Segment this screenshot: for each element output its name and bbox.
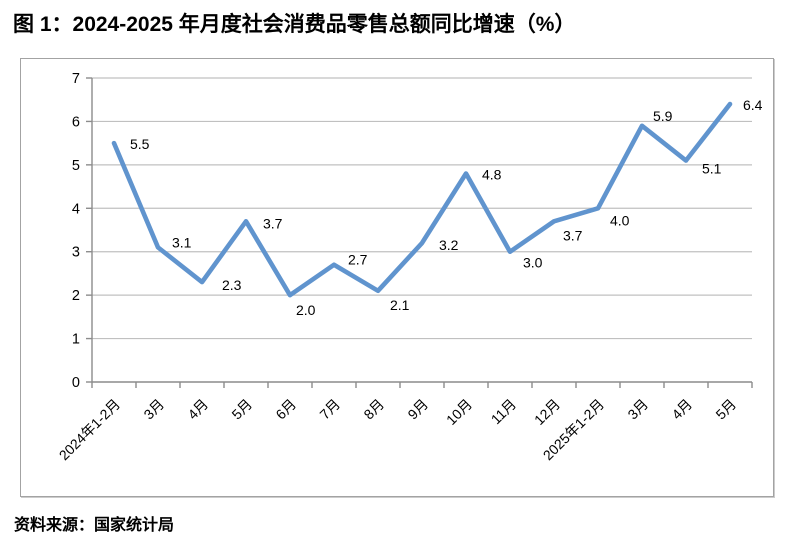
data-label: 2.3 (222, 277, 242, 293)
data-label: 5.5 (130, 136, 150, 152)
x-tick-label: 5月 (712, 396, 739, 423)
y-tick-label: 1 (72, 332, 80, 348)
data-label: 3.7 (563, 227, 583, 243)
x-tick-label: 3月 (140, 396, 167, 423)
data-label: 3.1 (172, 234, 192, 250)
data-label: 2.0 (296, 302, 316, 318)
data-label: 2.1 (390, 297, 410, 313)
x-tick-label: 6月 (272, 396, 299, 423)
chart-frame: 0 1 2 3 4 5 6 7 2024年1-2月 3月 4月 5月 6月 7月 8月 9月 10月 11月 12月… (20, 58, 774, 497)
x-tick-label: 11月 (488, 396, 519, 427)
y-tick-label: 6 (72, 114, 80, 130)
y-tick-label: 5 (72, 158, 80, 174)
data-label: 5.9 (653, 108, 673, 124)
data-label: 6.4 (743, 97, 763, 113)
x-tick-label: 10月 (443, 396, 475, 428)
x-tick-label: 9月 (404, 396, 431, 423)
y-tick-label: 2 (72, 288, 80, 304)
data-line (111, 101, 733, 298)
data-label: 2.7 (348, 252, 368, 268)
y-tick-label: 7 (72, 71, 80, 87)
y-tick-label: 0 (72, 375, 80, 391)
data-label: 3.2 (439, 237, 459, 253)
x-tick-label: 3月 (624, 396, 651, 423)
x-tick-label: 5月 (228, 396, 255, 423)
x-tick-label: 8月 (360, 396, 387, 423)
data-label: 3.0 (523, 255, 543, 271)
data-label: 3.7 (263, 215, 283, 231)
source-note: 资料来源：国家统计局 (14, 517, 175, 534)
figure-title: 图 1：2024-2025 年月度社会消费品零售总额同比增速（%） (13, 13, 576, 36)
x-tick-label: 4月 (184, 396, 211, 423)
x-tick-label: 7月 (316, 396, 343, 423)
line-chart: 0 1 2 3 4 5 6 7 2024年1-2月 3月 4月 5月 6月 7月 8月 9月 10月 11月 12月… (56, 71, 763, 463)
y-tick-label: 4 (72, 201, 80, 217)
x-tick-label: 4月 (668, 396, 695, 423)
data-label: 4.8 (482, 167, 502, 183)
x-tick-label: 2024年1-2月 (56, 396, 123, 463)
y-tick-label: 3 (72, 245, 80, 261)
x-tick-label: 12月 (531, 396, 563, 428)
data-label: 4.0 (610, 212, 630, 228)
data-label: 5.1 (702, 161, 722, 177)
